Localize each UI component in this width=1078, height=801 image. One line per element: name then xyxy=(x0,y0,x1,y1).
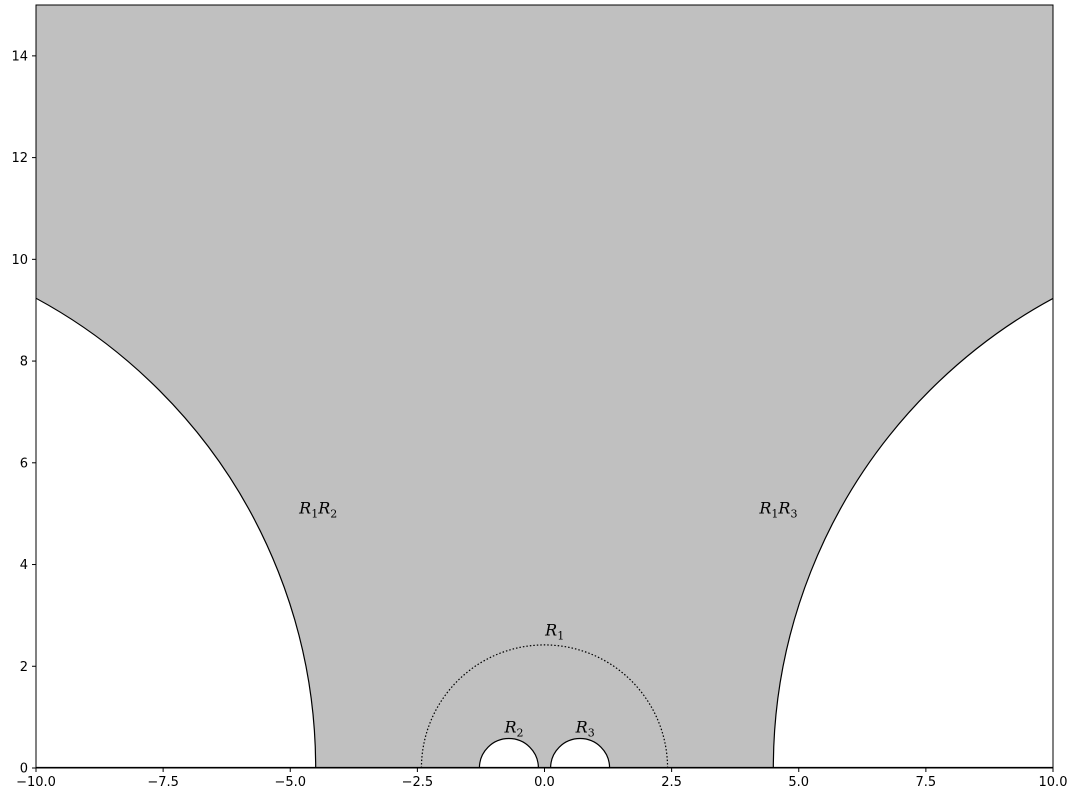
label-r3: R3 xyxy=(575,717,595,739)
fundamental-domain-fill xyxy=(36,5,1053,768)
x-tick-label: −7.5 xyxy=(147,775,179,790)
x-tick-label: 7.5 xyxy=(916,775,937,790)
plot-frame xyxy=(35,4,1054,769)
R1R2-boundary-arc xyxy=(36,297,317,768)
y-tick-label: 0 xyxy=(20,762,28,777)
R1-circle-arc xyxy=(420,644,669,768)
x-tick-label: 2.5 xyxy=(661,775,682,790)
y-tick-label: 14 xyxy=(11,49,28,64)
plot-area xyxy=(36,5,1053,768)
R1R3-boundary-arc xyxy=(772,297,1053,768)
R2-circle-hole xyxy=(479,738,539,768)
x-tick-label: −2.5 xyxy=(402,775,434,790)
y-tick-label: 10 xyxy=(11,253,28,268)
R3-circle-arc xyxy=(550,737,611,768)
label-r1: R1 xyxy=(544,621,564,643)
x-tick-label: 0.0 xyxy=(534,775,555,790)
y-tick-label: 2 xyxy=(20,660,28,675)
R3-circle-hole xyxy=(550,738,610,768)
y-axis: 0 2 4 6 8 10 12 14 xyxy=(11,49,36,777)
x-tick-label: 10.0 xyxy=(1039,775,1068,790)
x-tick-label: −5.0 xyxy=(274,775,306,790)
y-tick-label: 6 xyxy=(20,456,28,471)
x-tick-label: 5.0 xyxy=(788,775,809,790)
R2-circle-arc xyxy=(478,737,539,768)
y-tick-label: 8 xyxy=(20,355,28,370)
y-tick-label: 12 xyxy=(11,151,28,166)
y-tick-label: 4 xyxy=(20,558,28,573)
x-tick-label: −10.0 xyxy=(16,775,56,790)
x-axis: −10.0 −7.5 −5.0 −2.5 0.0 2.5 5.0 7.5 10.0 xyxy=(16,768,1067,790)
label-r1r3: R1R3 xyxy=(758,499,797,521)
label-r1r2: R1R2 xyxy=(298,499,337,521)
label-r2: R2 xyxy=(503,717,523,739)
